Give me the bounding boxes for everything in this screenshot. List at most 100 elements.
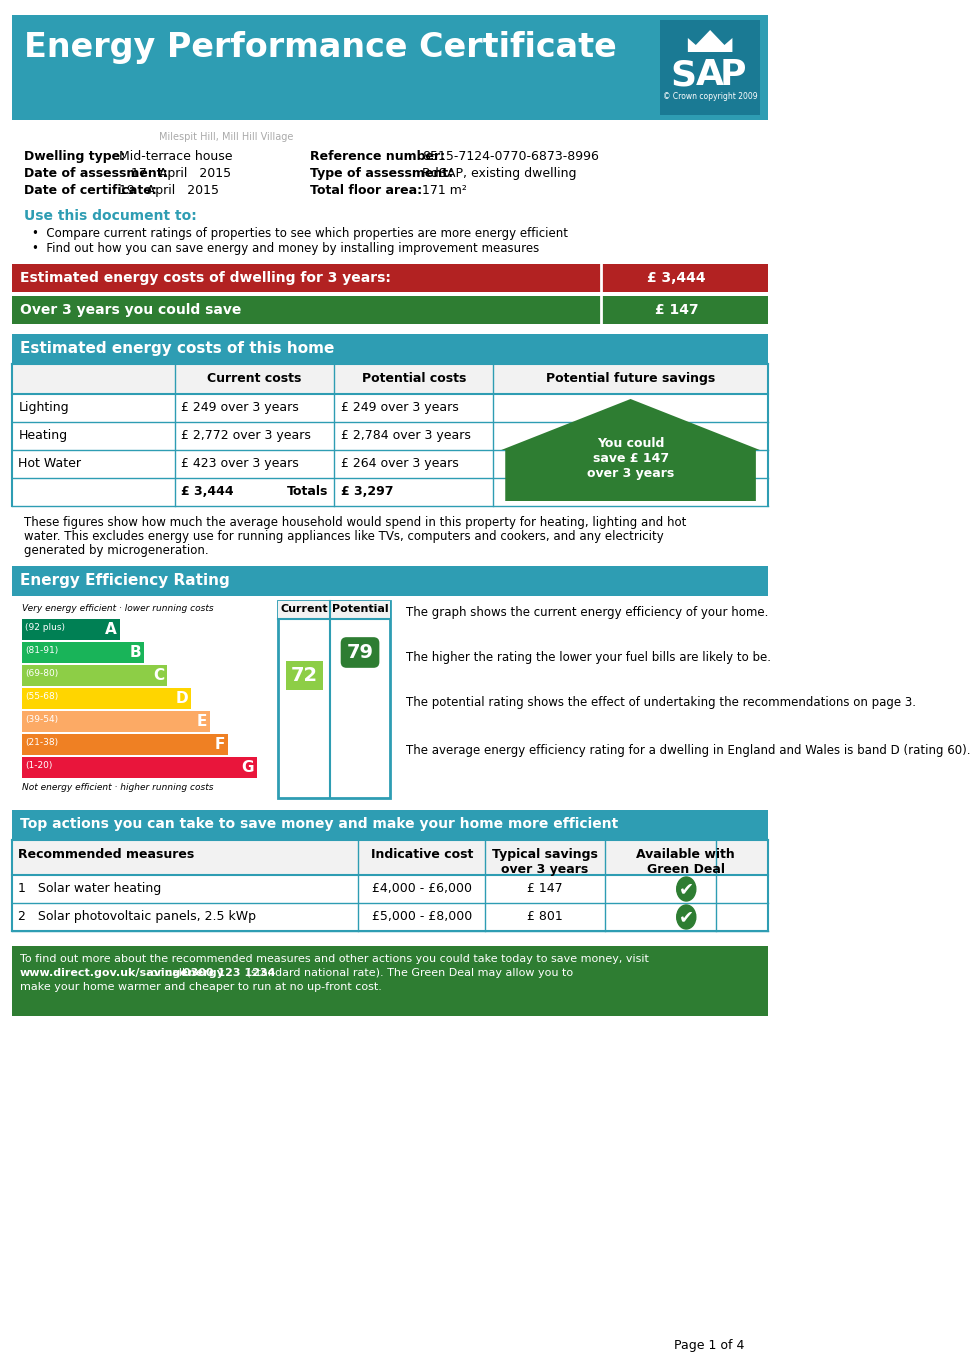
Text: (39-54): (39-54) [25, 715, 59, 724]
Text: Potential costs: Potential costs [362, 372, 466, 385]
Bar [278, 601, 390, 619]
Bar [12, 334, 767, 364]
Text: P: P [720, 57, 747, 92]
Text: Indicative cost: Indicative cost [370, 847, 473, 861]
Text: Lighting: Lighting [19, 401, 69, 413]
Text: £ 249 over 3 years: £ 249 over 3 years [181, 401, 299, 413]
Text: Dwelling type:: Dwelling type: [24, 151, 125, 163]
Text: £ 3,444: £ 3,444 [647, 271, 706, 285]
Text: (1-20): (1-20) [25, 761, 53, 769]
Text: Heating: Heating [19, 428, 68, 442]
Text: Very energy efficient · lower running costs: Very energy efficient · lower running co… [23, 604, 214, 613]
Text: £ 801: £ 801 [527, 910, 563, 923]
Text: Estimated energy costs of dwelling for 3 years:: Estimated energy costs of dwelling for 3… [20, 271, 391, 285]
Text: Date of certificate:: Date of certificate: [24, 183, 157, 197]
Bar [661, 21, 760, 115]
Text: £ 2,784 over 3 years: £ 2,784 over 3 years [340, 428, 470, 442]
Text: £ 3,297: £ 3,297 [340, 485, 393, 498]
Bar [12, 15, 767, 120]
Bar [12, 450, 767, 478]
Text: These figures show how much the average household would spend in this property f: These figures show how much the average … [24, 516, 686, 528]
Text: (standard national rate). The Green Deal may allow you to: (standard national rate). The Green Deal… [243, 968, 572, 977]
Bar [23, 757, 257, 778]
Text: Milespit Hill, Mill Hill Village: Milespit Hill, Mill Hill Village [159, 131, 293, 142]
Text: Mid-terrace house: Mid-terrace house [120, 151, 233, 163]
Text: £5,000 - £8,000: £5,000 - £8,000 [371, 910, 471, 923]
Text: D: D [175, 691, 188, 706]
Polygon shape [688, 30, 732, 52]
Text: make your home warmer and cheaper to run at no up-front cost.: make your home warmer and cheaper to run… [20, 982, 382, 993]
Bar [12, 422, 767, 450]
Text: Current costs: Current costs [208, 372, 302, 385]
Bar [278, 601, 390, 798]
Text: Estimated energy costs of this home: Estimated energy costs of this home [20, 341, 334, 356]
Bar [278, 601, 390, 798]
Circle shape [677, 905, 696, 930]
Text: E: E [197, 715, 207, 730]
Bar [23, 689, 191, 709]
Text: ✔: ✔ [679, 908, 694, 925]
Text: (81-91): (81-91) [25, 646, 59, 654]
Text: © Crown copyright 2009: © Crown copyright 2009 [662, 92, 758, 101]
Bar [12, 841, 767, 875]
Polygon shape [501, 398, 760, 501]
Text: Potential future savings: Potential future savings [546, 372, 714, 385]
Text: £ 3,444: £ 3,444 [181, 485, 234, 498]
Text: Total floor area:: Total floor area: [311, 183, 422, 197]
Text: £ 249 over 3 years: £ 249 over 3 years [340, 401, 459, 413]
Text: (92 plus): (92 plus) [25, 623, 66, 632]
Text: Not energy efficient · higher running costs: Not energy efficient · higher running co… [23, 783, 214, 793]
Text: 17   April   2015: 17 April 2015 [131, 167, 231, 179]
Bar [23, 642, 144, 663]
Bar [12, 264, 767, 292]
Text: 72: 72 [291, 665, 318, 684]
Text: 2   Solar photovoltaic panels, 2.5 kWp: 2 Solar photovoltaic panels, 2.5 kWp [19, 910, 257, 923]
Text: £4,000 - £6,000: £4,000 - £6,000 [371, 882, 471, 895]
Text: A: A [696, 57, 723, 92]
Bar [12, 904, 767, 931]
Text: B: B [129, 645, 141, 660]
Bar [12, 394, 767, 422]
Text: Potential: Potential [331, 604, 388, 615]
Bar [12, 565, 767, 596]
Text: The graph shows the current energy efficiency of your home.: The graph shows the current energy effic… [406, 606, 768, 619]
Text: Hot Water: Hot Water [19, 457, 81, 470]
Text: G: G [241, 760, 254, 775]
Bar [12, 478, 767, 507]
Text: 1   Solar water heating: 1 Solar water heating [19, 882, 162, 895]
Text: Available with
Green Deal: Available with Green Deal [636, 847, 735, 876]
Text: Date of assessment:: Date of assessment: [24, 167, 168, 179]
Text: Use this document to:: Use this document to: [24, 209, 197, 223]
Text: Totals: Totals [286, 485, 328, 498]
Text: 171 m²: 171 m² [421, 183, 466, 197]
Text: C: C [153, 668, 164, 683]
Text: 79: 79 [347, 643, 373, 663]
Text: (55-68): (55-68) [25, 691, 59, 701]
Bar [23, 619, 121, 639]
Text: The average energy efficiency rating for a dwelling in England and Wales is band: The average energy efficiency rating for… [406, 743, 970, 757]
Text: Energy Performance Certificate: Energy Performance Certificate [24, 31, 616, 64]
Text: £ 2,772 over 3 years: £ 2,772 over 3 years [181, 428, 312, 442]
Text: (69-80): (69-80) [25, 669, 59, 678]
Text: Recommended measures: Recommended measures [19, 847, 195, 861]
Text: To find out more about the recommended measures and other actions you could take: To find out more about the recommended m… [20, 954, 649, 964]
Text: (21-38): (21-38) [25, 738, 59, 747]
Text: Reference number:: Reference number: [311, 151, 446, 163]
Text: ✔: ✔ [679, 880, 694, 898]
Circle shape [677, 878, 696, 901]
Text: The potential rating shows the effect of undertaking the recommendations on page: The potential rating shows the effect of… [406, 695, 915, 709]
Bar [23, 734, 228, 754]
Bar [12, 946, 767, 1016]
Text: Page 1 of 4: Page 1 of 4 [673, 1339, 744, 1353]
Bar [12, 875, 767, 904]
Text: •  Find out how you can save energy and money by installing improvement measures: • Find out how you can save energy and m… [31, 242, 539, 255]
Text: The higher the rating the lower your fuel bills are likely to be.: The higher the rating the lower your fue… [406, 652, 771, 664]
Text: or call: or call [151, 968, 189, 977]
Text: £ 264 over 3 years: £ 264 over 3 years [340, 457, 459, 470]
Text: F: F [215, 737, 225, 752]
Text: Over 3 years you could save: Over 3 years you could save [20, 303, 241, 318]
Bar [23, 711, 210, 732]
Text: 0300 123 1234: 0300 123 1234 [183, 968, 275, 977]
Bar [12, 810, 767, 841]
Text: Typical savings
over 3 years: Typical savings over 3 years [492, 847, 598, 876]
